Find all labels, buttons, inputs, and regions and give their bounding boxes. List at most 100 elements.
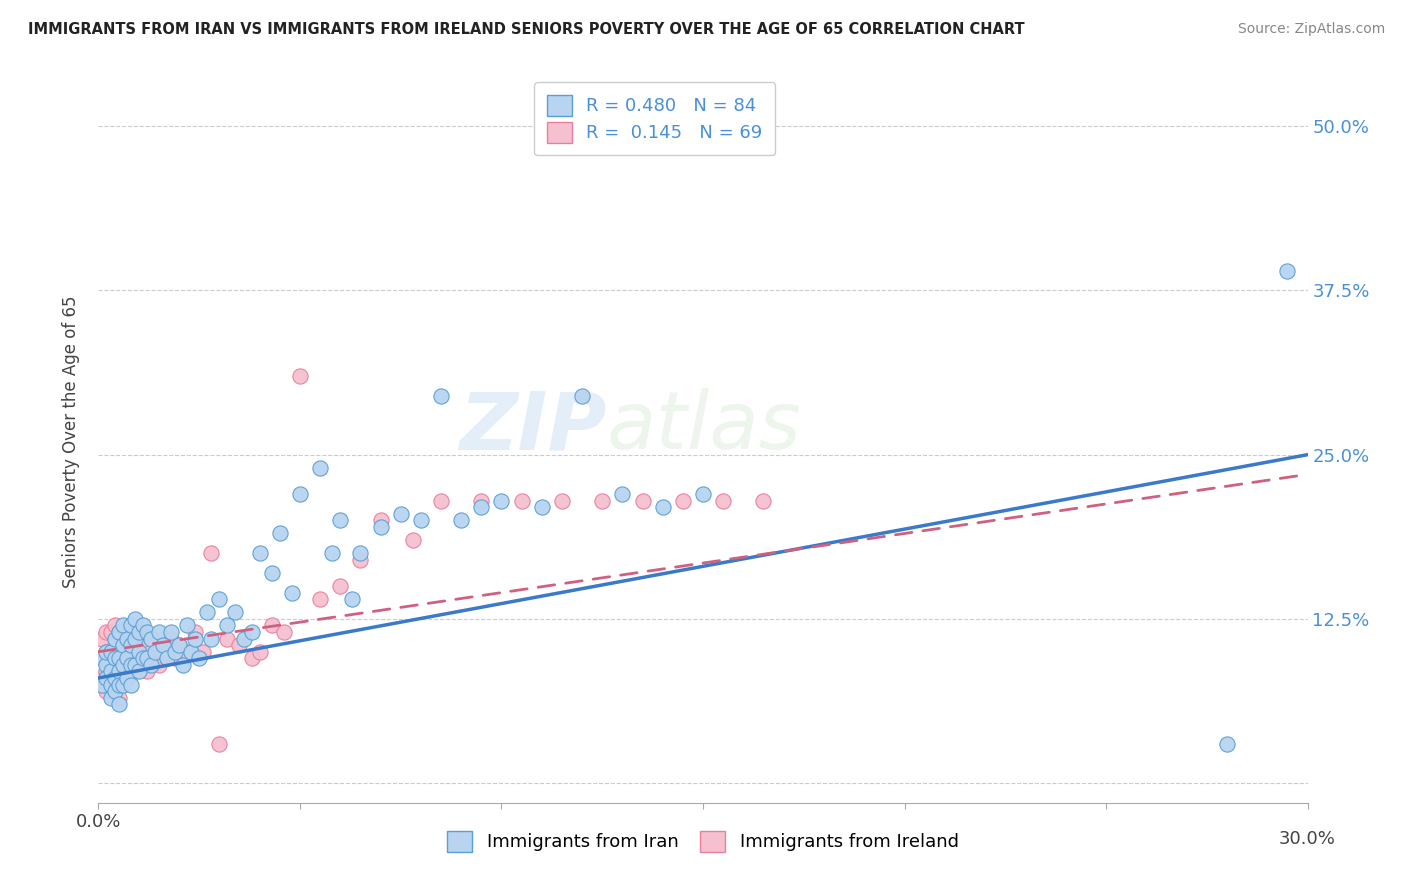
Text: Source: ZipAtlas.com: Source: ZipAtlas.com bbox=[1237, 22, 1385, 37]
Point bbox=[111, 645, 134, 659]
Point bbox=[200, 546, 222, 560]
Point bbox=[135, 638, 157, 652]
Text: atlas: atlas bbox=[606, 388, 801, 467]
Point bbox=[167, 638, 190, 652]
Point bbox=[1216, 737, 1239, 751]
Point bbox=[148, 625, 170, 640]
Point bbox=[111, 625, 134, 640]
Point bbox=[91, 651, 114, 665]
Point bbox=[571, 388, 593, 402]
Point bbox=[176, 645, 198, 659]
Point bbox=[450, 513, 472, 527]
Point bbox=[228, 638, 250, 652]
Point bbox=[115, 651, 138, 665]
Point bbox=[91, 632, 114, 646]
Point bbox=[103, 638, 125, 652]
Point bbox=[107, 651, 129, 665]
Point bbox=[172, 657, 194, 672]
Point bbox=[107, 665, 129, 679]
Point bbox=[551, 493, 574, 508]
Point bbox=[321, 546, 343, 560]
Text: IMMIGRANTS FROM IRAN VS IMMIGRANTS FROM IRELAND SENIORS POVERTY OVER THE AGE OF : IMMIGRANTS FROM IRAN VS IMMIGRANTS FROM … bbox=[28, 22, 1025, 37]
Point bbox=[103, 651, 125, 665]
Point bbox=[107, 625, 129, 640]
Point bbox=[156, 651, 179, 665]
Point bbox=[591, 493, 613, 508]
Point bbox=[409, 513, 432, 527]
Point bbox=[309, 460, 332, 475]
Point bbox=[96, 665, 118, 679]
Point bbox=[240, 651, 263, 665]
Point bbox=[135, 625, 157, 640]
Point bbox=[163, 645, 186, 659]
Point bbox=[184, 632, 207, 646]
Point bbox=[120, 638, 142, 652]
Point bbox=[128, 665, 150, 679]
Point bbox=[100, 645, 122, 659]
Point bbox=[208, 737, 231, 751]
Point bbox=[188, 651, 211, 665]
Point bbox=[120, 657, 142, 672]
Point bbox=[692, 487, 714, 501]
Point bbox=[156, 651, 179, 665]
Point bbox=[139, 632, 162, 646]
Point bbox=[288, 368, 311, 383]
Point bbox=[124, 665, 146, 679]
Point bbox=[124, 657, 146, 672]
Point bbox=[128, 657, 150, 672]
Point bbox=[96, 645, 118, 659]
Point bbox=[160, 625, 183, 640]
Point bbox=[111, 657, 134, 672]
Point bbox=[107, 665, 129, 679]
Point bbox=[612, 487, 634, 501]
Point bbox=[176, 618, 198, 632]
Point bbox=[329, 579, 352, 593]
Legend: Immigrants from Iran, Immigrants from Ireland: Immigrants from Iran, Immigrants from Ir… bbox=[440, 823, 966, 859]
Point bbox=[115, 632, 138, 646]
Point bbox=[200, 632, 222, 646]
Point bbox=[132, 651, 155, 665]
Point bbox=[152, 638, 174, 652]
Point bbox=[91, 677, 114, 691]
Point bbox=[132, 618, 155, 632]
Point bbox=[111, 638, 134, 652]
Point bbox=[120, 618, 142, 632]
Point bbox=[103, 684, 125, 698]
Point bbox=[100, 645, 122, 659]
Point bbox=[120, 651, 142, 665]
Point bbox=[103, 657, 125, 672]
Point bbox=[139, 645, 162, 659]
Point bbox=[120, 677, 142, 691]
Point bbox=[491, 493, 513, 508]
Point bbox=[631, 493, 654, 508]
Point bbox=[1277, 264, 1299, 278]
Point bbox=[100, 665, 122, 679]
Point bbox=[160, 632, 183, 646]
Point bbox=[135, 665, 157, 679]
Point bbox=[103, 632, 125, 646]
Point bbox=[430, 388, 453, 402]
Point bbox=[208, 592, 231, 607]
Point bbox=[260, 566, 283, 580]
Point bbox=[100, 677, 122, 691]
Point bbox=[100, 625, 122, 640]
Point bbox=[273, 625, 295, 640]
Point bbox=[107, 645, 129, 659]
Point bbox=[115, 671, 138, 685]
Point bbox=[143, 645, 166, 659]
Point bbox=[349, 553, 371, 567]
Point bbox=[672, 493, 695, 508]
Point bbox=[309, 592, 332, 607]
Point bbox=[128, 632, 150, 646]
Point bbox=[389, 507, 412, 521]
Point bbox=[96, 625, 118, 640]
Point bbox=[510, 493, 533, 508]
Point bbox=[402, 533, 425, 547]
Point bbox=[103, 671, 125, 685]
Point bbox=[139, 657, 162, 672]
Point bbox=[111, 618, 134, 632]
Y-axis label: Seniors Poverty Over the Age of 65: Seniors Poverty Over the Age of 65 bbox=[62, 295, 80, 588]
Point bbox=[752, 493, 775, 508]
Point bbox=[107, 677, 129, 691]
Point bbox=[120, 618, 142, 632]
